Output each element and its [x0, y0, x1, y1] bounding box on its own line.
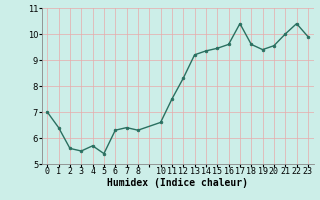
X-axis label: Humidex (Indice chaleur): Humidex (Indice chaleur): [107, 178, 248, 188]
